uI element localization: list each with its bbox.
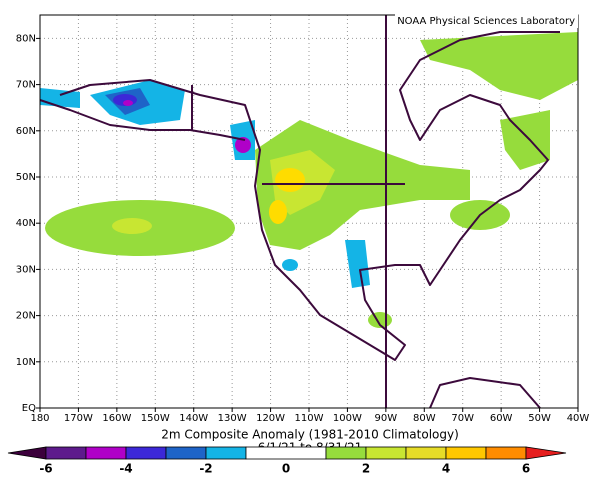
colorbar-tick-label: 4 <box>442 462 450 476</box>
colorbar-box <box>165 446 207 460</box>
colorbar-tick-label: -6 <box>39 462 52 476</box>
y-tick-label: 40N <box>16 218 36 229</box>
x-tick-label: 180 <box>30 413 49 424</box>
anomaly-patch <box>282 259 298 271</box>
colorbar-end <box>7 446 47 460</box>
x-tick-label: 130W <box>218 413 247 424</box>
anomaly-patch <box>235 137 251 153</box>
x-tick-label: 100W <box>333 413 362 424</box>
colorbar-tick-label: 0 <box>282 462 290 476</box>
colorbar-tick-label: -4 <box>119 462 132 476</box>
y-tick-label: 20N <box>16 311 36 322</box>
colorbar-box <box>405 446 447 460</box>
y-tick-label: 10N <box>16 357 36 368</box>
x-tick-label: 40W <box>567 413 589 424</box>
coastline <box>429 377 541 409</box>
title-box <box>395 14 578 28</box>
colorbar-end <box>525 446 567 460</box>
x-tick-label: 60W <box>490 413 513 424</box>
anomaly-patch <box>275 168 305 192</box>
colorbar-ticks: -6 -4 -2 0 2 4 6 <box>39 462 530 476</box>
caption: 2m Composite Anomaly (1981-2010 Climatol… <box>161 428 459 442</box>
x-tick-label: 110W <box>295 413 324 424</box>
x-tick-label: 170W <box>64 413 93 424</box>
colorbar-box <box>325 446 367 460</box>
anomaly-patch <box>500 110 550 170</box>
colorbar-tick-label: 6 <box>522 462 530 476</box>
colorbar-tick-label: 2 <box>362 462 370 476</box>
colorbar-box <box>85 446 127 460</box>
colorbar-box <box>45 446 87 460</box>
x-tick-label: 150W <box>141 413 170 424</box>
title-tag: NOAA Physical Sciences Laboratory <box>397 16 575 27</box>
anomaly-patch <box>112 218 152 234</box>
x-tick-label: 120W <box>256 413 285 424</box>
anomaly-patch <box>345 240 370 288</box>
y-tick-label: 70N <box>16 80 36 91</box>
x-tick-label: 140W <box>179 413 208 424</box>
anomaly-patch <box>269 200 287 224</box>
y-tick-label: 50N <box>16 172 36 183</box>
y-tick-label: 60N <box>16 126 36 137</box>
colorbar-box <box>445 446 487 460</box>
anomaly-patch <box>123 100 133 106</box>
axes: 180 170W 160W 150W 140W 130W 120W 110W 100W 90W 80… <box>16 33 589 424</box>
coastline <box>59 31 560 361</box>
colorbar-box <box>245 446 327 460</box>
x-tick-label: 90W <box>375 413 398 424</box>
anomaly-patch <box>420 32 578 100</box>
x-tick-label: 70W <box>451 413 474 424</box>
colorbar-tick-label: -2 <box>199 462 212 476</box>
x-tick-label: 50W <box>528 413 551 424</box>
colorbar-box <box>205 446 247 460</box>
x-tick-label: 80W <box>413 413 436 424</box>
x-tick-label: 160W <box>102 413 131 424</box>
coastline <box>39 99 246 141</box>
colorbar-box <box>125 446 167 460</box>
coastlines <box>39 15 560 409</box>
colorbar <box>7 446 567 460</box>
y-tick-label: 30N <box>16 264 36 275</box>
colorbar-box <box>485 446 527 460</box>
border <box>191 85 405 185</box>
y-tick-label: EQ <box>22 403 36 414</box>
colorbar-box <box>365 446 407 460</box>
y-tick-label: 80N <box>16 33 36 44</box>
